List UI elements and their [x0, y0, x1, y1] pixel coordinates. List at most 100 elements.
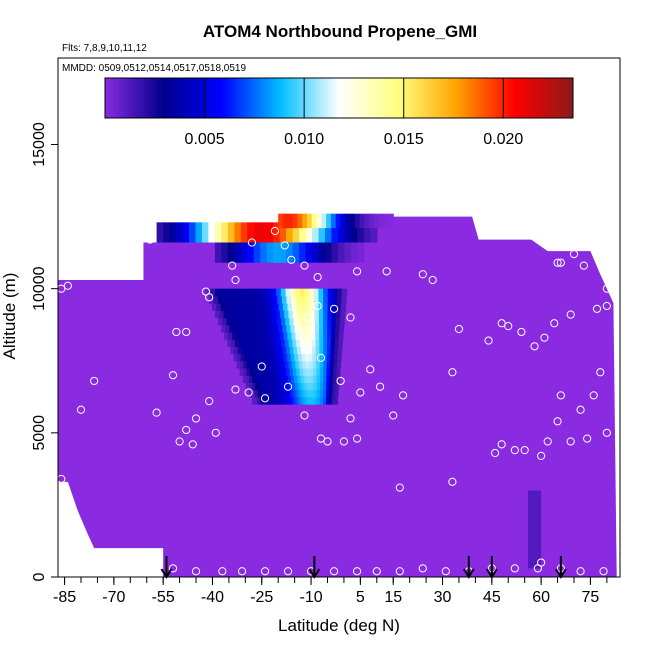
heatmap-cell — [374, 213, 380, 229]
heatmap-cell — [271, 310, 277, 319]
flight-track-point — [168, 371, 178, 380]
flight-track-point — [175, 437, 184, 446]
heatmap-cell — [332, 382, 337, 391]
heatmap-cell — [265, 353, 270, 362]
heatmap-cell — [259, 295, 265, 304]
flight-track-point — [83, 270, 92, 279]
heatmap-cell — [255, 317, 261, 326]
heatmap-cell — [219, 288, 226, 297]
flight-track-point — [109, 249, 118, 259]
heatmap-cell — [305, 389, 309, 398]
heatmap-cell — [326, 360, 331, 369]
heatmap-cell — [286, 295, 292, 304]
heatmap-cell — [336, 303, 342, 311]
heatmap-cell — [306, 213, 313, 229]
heatmap-cell — [357, 242, 365, 263]
colorbar-ramp — [105, 78, 573, 118]
heatmap-cell — [304, 382, 309, 391]
heatmap-cell — [218, 317, 223, 326]
heatmap-cell — [336, 310, 342, 319]
heatmap-cell — [318, 242, 326, 263]
heatmap-cell — [319, 324, 324, 333]
flight-track-point — [395, 483, 404, 492]
heatmap-cell — [299, 389, 303, 398]
flight-track-point — [592, 304, 602, 313]
flight-track-point — [90, 267, 99, 276]
heatmap-cell — [318, 317, 324, 326]
heatmap-cell — [283, 303, 289, 311]
heatmap-cell — [340, 310, 346, 319]
heatmap-cell — [240, 222, 248, 243]
heatmap-cell — [306, 367, 311, 376]
heatmap-cell — [303, 367, 308, 376]
heatmap-cell — [299, 242, 307, 263]
flight-track-point — [149, 567, 158, 576]
heatmap-cell — [300, 295, 306, 304]
heatmap-cell — [289, 346, 295, 355]
x-tick-label: 45 — [483, 589, 501, 606]
heatmap-cell — [249, 310, 255, 319]
heatmap-cell — [286, 242, 294, 263]
heatmap-cell — [260, 360, 265, 369]
flight-track-point — [336, 376, 345, 386]
heatmap-cell — [301, 382, 306, 391]
heatmap-cell — [290, 375, 295, 383]
flight-track-point — [329, 567, 339, 576]
heatmap-cell — [263, 389, 268, 398]
flight-track-point — [270, 226, 280, 236]
x-tick-label: 15 — [384, 589, 402, 606]
heatmap-cell — [251, 382, 256, 391]
heatmap-cell — [310, 317, 316, 326]
heatmap-cell — [257, 339, 263, 347]
flight-track-point — [172, 327, 181, 337]
flight-track-point — [372, 567, 381, 576]
flight-track-point — [283, 567, 293, 576]
heatmap-cell — [307, 331, 312, 340]
heatmap-cell — [260, 242, 268, 263]
flight-track-point — [231, 385, 240, 394]
flight-track-point — [510, 564, 519, 573]
heatmap-cell — [278, 389, 283, 398]
heatmap-cell — [298, 324, 304, 333]
flight-track-point — [280, 241, 289, 250]
flight-track-point — [283, 382, 293, 391]
heatmap-cell — [284, 375, 289, 383]
heatmap-cell — [278, 360, 283, 369]
heatmap-cell — [327, 295, 333, 304]
heatmap-cell — [252, 288, 258, 297]
heatmap-cell — [156, 222, 164, 243]
heatmap-cell — [344, 222, 352, 243]
flight-track-point — [260, 567, 270, 576]
heatmap-cell — [266, 389, 271, 398]
heatmap-cell — [269, 339, 274, 347]
flight-track-point — [58, 284, 66, 293]
heatmap-cell — [262, 288, 268, 297]
heatmap-cell — [328, 396, 333, 405]
heatmap-cell — [305, 303, 311, 311]
heatmap-cell — [323, 331, 328, 340]
heatmap-cell — [271, 396, 276, 405]
heatmap-cell — [323, 317, 328, 326]
heatmap-cell — [337, 353, 342, 362]
heatmap-cell — [313, 367, 318, 376]
heatmap-cell — [310, 375, 315, 383]
flight-track-point — [352, 267, 362, 276]
heatmap-cell — [327, 331, 332, 340]
heatmap-cell — [297, 396, 301, 405]
heatmap-cell — [236, 360, 241, 369]
flight-track-point — [569, 249, 579, 259]
heatmap-cell — [279, 242, 287, 263]
heatmap-cell — [313, 375, 318, 383]
heatmap-cell — [276, 367, 281, 376]
flight-track-point — [395, 567, 404, 576]
heatmap-cell — [244, 353, 249, 362]
heatmap-cell — [302, 389, 306, 398]
flight-track-point — [136, 567, 145, 576]
heatmap-cell — [257, 324, 263, 333]
heatmap-cell — [285, 288, 291, 297]
flight-track-point — [191, 567, 201, 576]
x-tick-label: -10 — [300, 589, 323, 606]
heatmap-cell — [279, 222, 287, 243]
heatmap-cell — [260, 346, 265, 355]
